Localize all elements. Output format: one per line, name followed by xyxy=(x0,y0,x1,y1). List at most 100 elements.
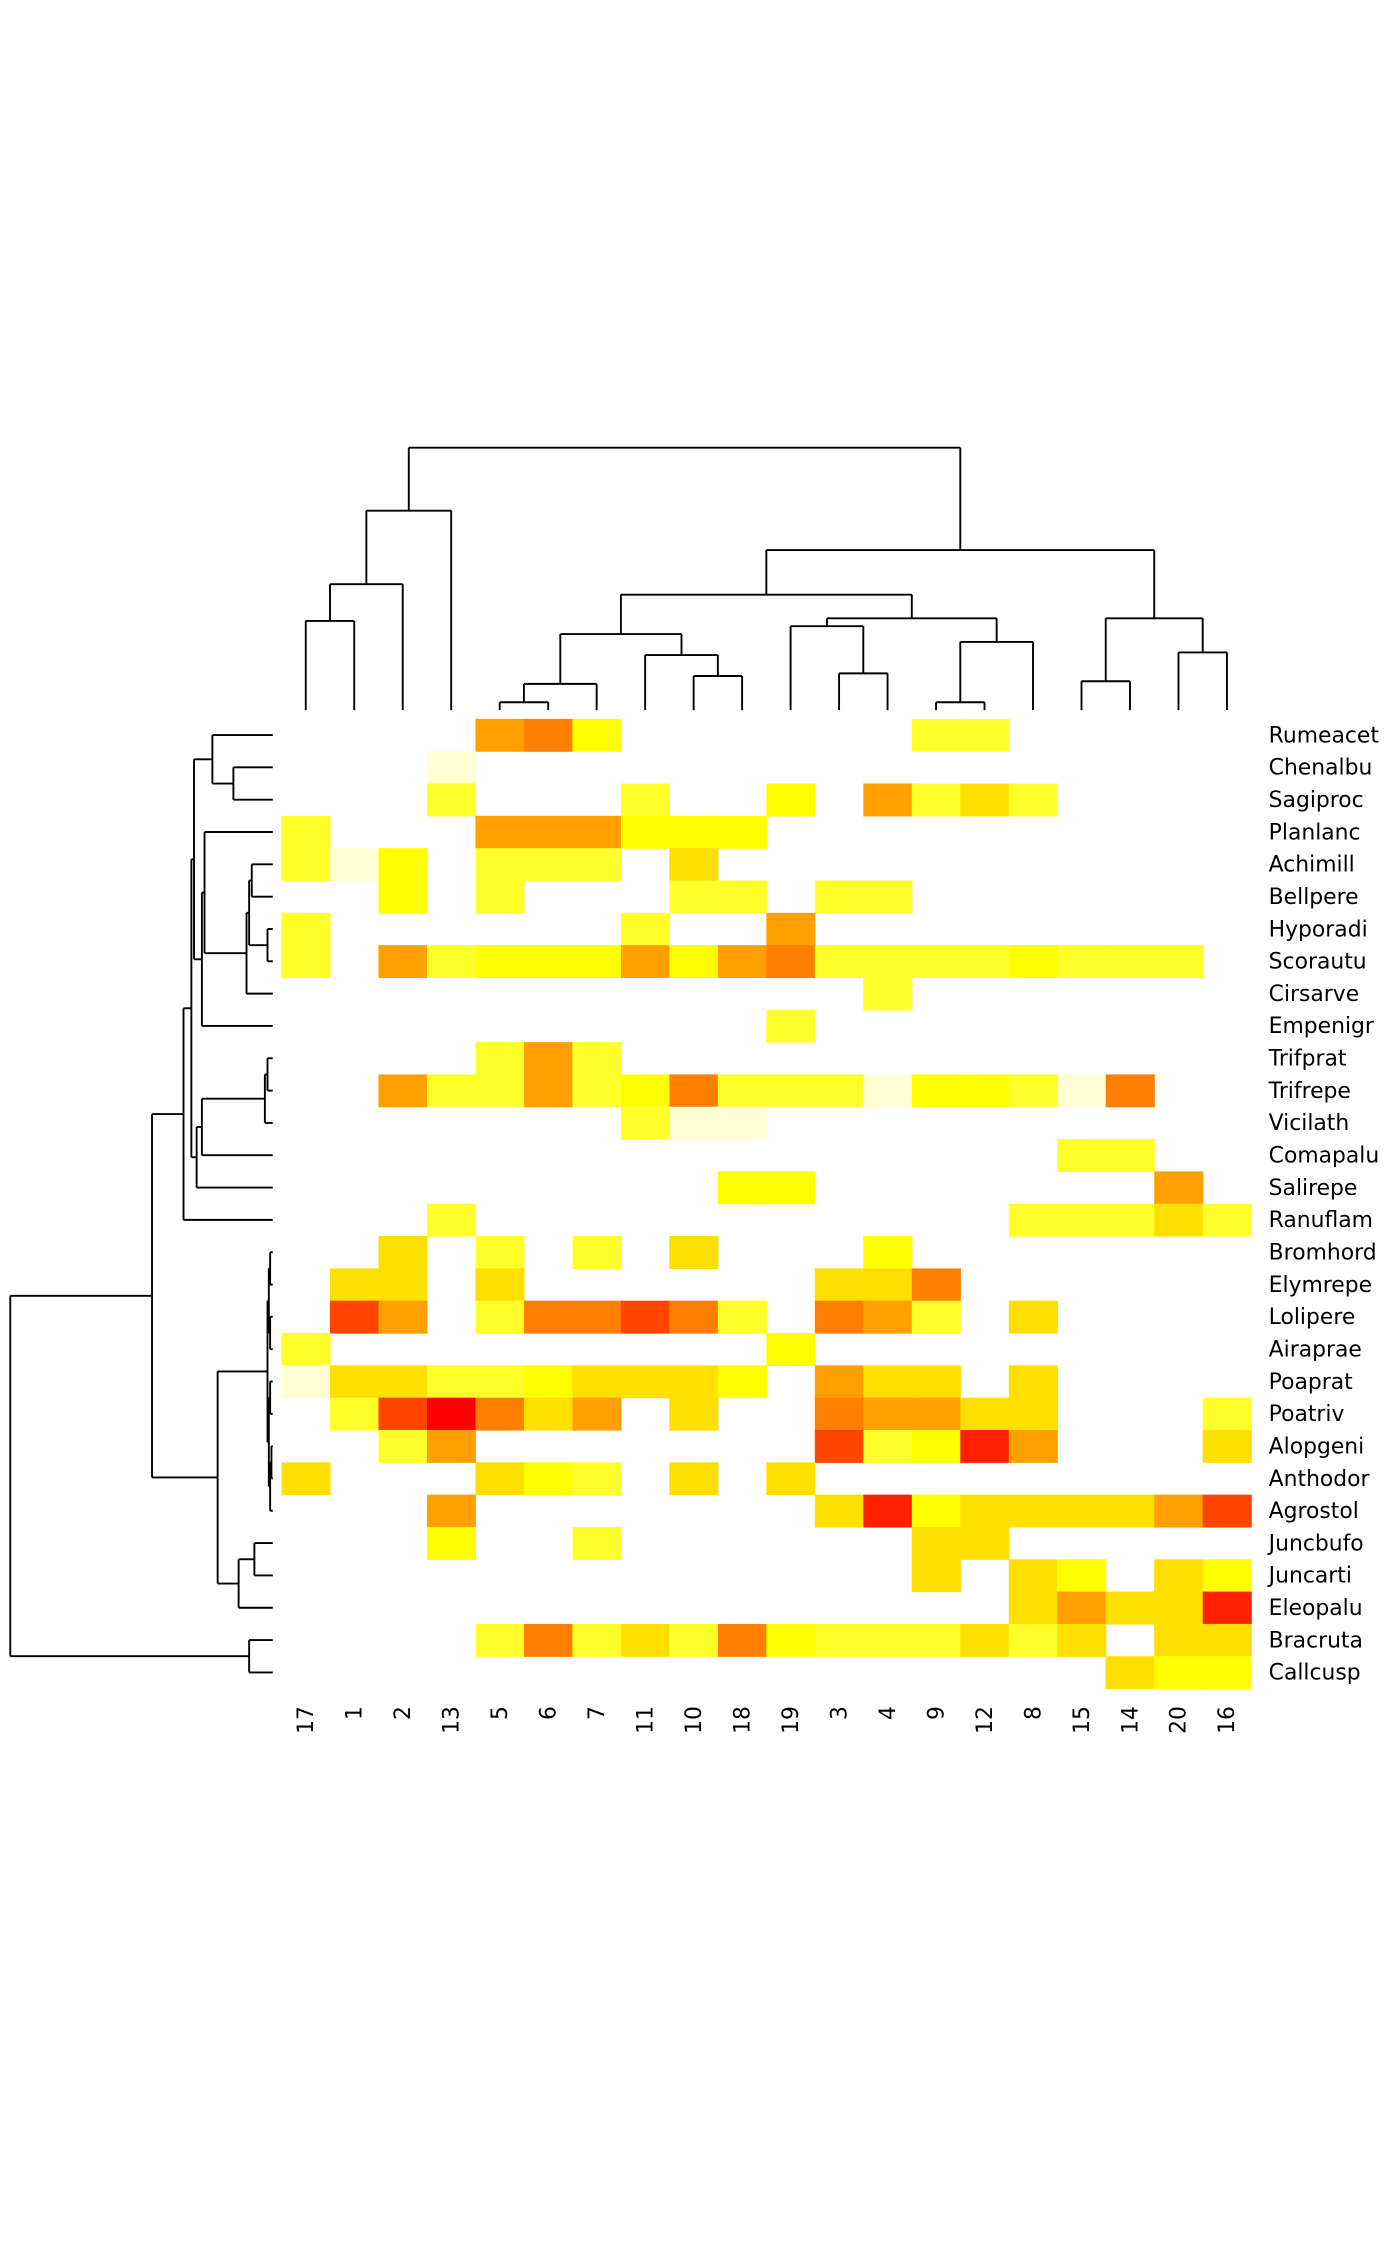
heatmap-cell-Trifrepe-6 xyxy=(523,1074,573,1108)
heatmap-cell-Scorautu-10 xyxy=(669,945,719,979)
row-label: Hyporadi xyxy=(1269,917,1368,942)
heatmap-cell-Alopgeni-9 xyxy=(911,1429,961,1463)
heatmap-cell-Trifrepe-3 xyxy=(814,1074,864,1108)
heatmap-cell-Juncbufo-9 xyxy=(911,1526,961,1560)
heatmap-cell-Poaprat-11 xyxy=(620,1365,670,1399)
row-label: Elymrepe xyxy=(1269,1273,1372,1298)
row-label: Juncarti xyxy=(1267,1564,1352,1589)
heatmap-cell-Lolipere-9 xyxy=(911,1300,961,1334)
heatmap-cell-Poatriv-5 xyxy=(475,1397,525,1431)
heatmap-cell-Poatriv-1 xyxy=(329,1397,380,1431)
heatmap-cell-Eleopalu-8 xyxy=(1008,1591,1058,1625)
heatmap-cell-Salirepe-19 xyxy=(766,1171,816,1205)
column-label: 12 xyxy=(973,1706,998,1734)
heatmap-cell-Poaprat-1 xyxy=(329,1365,380,1399)
heatmap-cell-Juncarti-15 xyxy=(1057,1559,1107,1593)
heatmap-cell-Lolipere-7 xyxy=(572,1300,622,1334)
heatmap-cell-Bracruta-9 xyxy=(911,1623,961,1657)
column-label: 16 xyxy=(1215,1706,1240,1734)
heatmap-cell-Achimill-2 xyxy=(378,848,428,882)
column-label: 18 xyxy=(730,1706,755,1734)
heatmap-cell-Scorautu-2 xyxy=(378,945,428,979)
heatmap-cell-Airaprae-19 xyxy=(766,1333,816,1366)
heatmap-cell-Sagiproc-8 xyxy=(1008,783,1058,817)
heatmap-cell-Alopgeni-13 xyxy=(426,1429,477,1463)
heatmap-cell-Poatriv-13 xyxy=(426,1397,477,1431)
row-label: Vicilath xyxy=(1269,1111,1350,1136)
heatmap-cell-Chenalbu-13 xyxy=(426,751,477,785)
heatmap-cell-Bracruta-19 xyxy=(766,1623,816,1657)
heatmap-cell-Ranuflam-16 xyxy=(1202,1203,1252,1237)
column-label: 10 xyxy=(682,1706,707,1734)
heatmap-cell-Poaprat-6 xyxy=(523,1365,573,1399)
heatmap-cell-Anthodor-5 xyxy=(475,1462,525,1496)
heatmap-cell-Bellpere-3 xyxy=(814,880,864,914)
heatmap-cell-Poaprat-8 xyxy=(1008,1365,1058,1399)
heatmap-cell-Planlanc-7 xyxy=(572,815,622,849)
heatmap-cell-Airaprae-17 xyxy=(281,1333,331,1366)
heatmap-cell-Hyporadi-19 xyxy=(766,912,816,946)
heatmap-cell-Poatriv-12 xyxy=(960,1397,1010,1431)
column-dendrogram xyxy=(304,446,1228,711)
heatmap-cell-Eleopalu-20 xyxy=(1154,1591,1204,1625)
heatmap-cell-Poaprat-13 xyxy=(426,1365,477,1399)
row-label: Rumeacet xyxy=(1269,723,1380,748)
heatmap-cell-Juncbufo-13 xyxy=(426,1526,477,1560)
heatmap-cell-Scorautu-5 xyxy=(475,945,525,979)
heatmap-cell-Trifrepe-19 xyxy=(766,1074,816,1108)
row-label: Poatriv xyxy=(1269,1402,1345,1427)
heatmap-cell-Bracruta-5 xyxy=(475,1623,525,1657)
heatmap-cell-Planlanc-5 xyxy=(475,815,525,849)
heatmap-cell-Agrostol-13 xyxy=(426,1494,477,1528)
heatmap-cell-Alopgeni-16 xyxy=(1202,1429,1252,1463)
heatmap-cell-Sagiproc-11 xyxy=(620,783,670,817)
heatmap-cell-Bellpere-2 xyxy=(378,880,428,914)
row-label: Planlanc xyxy=(1269,820,1361,845)
row-label: Trifprat xyxy=(1268,1047,1347,1072)
heatmap-cell-Juncarti-20 xyxy=(1154,1559,1204,1593)
heatmap-cell-Trifrepe-11 xyxy=(620,1074,670,1108)
heatmap-cell-Scorautu-9 xyxy=(911,945,961,979)
heatmap-cell-Callcusp-16 xyxy=(1202,1656,1252,1690)
heatmap-cell-Callcusp-20 xyxy=(1154,1656,1204,1690)
heatmap-cell-Empenigr-19 xyxy=(766,1009,816,1043)
heatmap-cell-Vicilath-11 xyxy=(620,1106,670,1140)
heatmap-cell-Lolipere-1 xyxy=(329,1300,380,1334)
heatmap-cell-Trifrepe-2 xyxy=(378,1074,428,1108)
heatmap-cell-Poaprat-7 xyxy=(572,1365,622,1399)
heatmap-cell-Achimill-5 xyxy=(475,848,525,882)
heatmap-cell-Salirepe-20 xyxy=(1154,1171,1204,1205)
heatmap-cell-Lolipere-2 xyxy=(378,1300,428,1334)
heatmap-cell-Alopgeni-4 xyxy=(863,1429,913,1463)
heatmap-cell-Bracruta-16 xyxy=(1202,1623,1252,1657)
heatmap-cell-Trifrepe-12 xyxy=(960,1074,1010,1108)
heatmap-cell-Comapalu-14 xyxy=(1105,1139,1155,1172)
heatmap-cell-Bellpere-4 xyxy=(863,880,913,914)
heatmap-cell-Rumeacet-5 xyxy=(475,718,525,752)
heatmap-cell-Rumeacet-12 xyxy=(960,718,1010,752)
heatmap-cell-Lolipere-5 xyxy=(475,1300,525,1334)
heatmap-cell-Bromhord-4 xyxy=(863,1236,913,1269)
heatmap-cell-Elymrepe-5 xyxy=(475,1268,525,1302)
heatmap-cell-Scorautu-14 xyxy=(1105,945,1155,979)
heatmap-cell-Agrostol-4 xyxy=(863,1494,913,1528)
heatmap-cell-Elymrepe-9 xyxy=(911,1268,961,1302)
row-labels: Rumeacet Chenalbu Sagiproc Planlanc Achimill… xyxy=(1267,723,1380,1685)
heatmap-cell-Trifrepe-18 xyxy=(717,1074,767,1108)
heatmap-cell-Scorautu-11 xyxy=(620,945,670,979)
heatmap-cell-Juncarti-9 xyxy=(911,1559,961,1593)
heatmap-cell-Scorautu-19 xyxy=(766,945,816,979)
heatmap-cell-Poatriv-7 xyxy=(572,1397,622,1431)
heatmap-cell-Bromhord-5 xyxy=(475,1236,525,1269)
row-label: Chenalbu xyxy=(1269,756,1373,781)
heatmap-cell-Bracruta-3 xyxy=(814,1623,864,1657)
heatmap-cell-Eleopalu-16 xyxy=(1202,1591,1252,1625)
heatmap-cell-Agrostol-20 xyxy=(1154,1494,1204,1528)
heatmap-cell-Bellpere-10 xyxy=(669,880,719,914)
heatmap-cell-Agrostol-16 xyxy=(1202,1494,1252,1528)
heatmap-cell-Poaprat-18 xyxy=(717,1365,767,1399)
heatmap-cell-Lolipere-18 xyxy=(717,1300,767,1334)
heatmap-cell-Juncbufo-12 xyxy=(960,1526,1010,1560)
heatmap-cell-Sagiproc-13 xyxy=(426,783,477,817)
